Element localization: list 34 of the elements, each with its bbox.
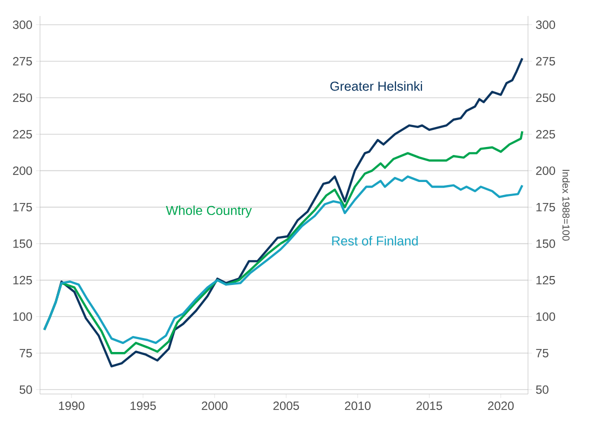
y-tick-label: 225 [13, 130, 32, 138]
y-tick-label: 250 [13, 93, 32, 102]
x-tick-label: 2015 [416, 402, 442, 410]
y2-tick-label: 125 [536, 276, 556, 284]
y2-tick-label: 100 [536, 312, 556, 321]
y-tick-label: 125 [13, 276, 32, 284]
y2-tick-label: 275 [536, 56, 556, 66]
y2-tick-label: 300 [536, 20, 556, 29]
y2-tick-label: 50 [536, 385, 548, 394]
y-tick-label: 100 [13, 312, 32, 321]
y-tick-label: 200 [13, 166, 32, 175]
x-tick-label: 2005 [273, 402, 299, 410]
x-tick-label: 2000 [202, 402, 228, 410]
line-series [43, 175, 524, 344]
x-tick-label: 1990 [59, 402, 84, 410]
y-tick-label: 150 [13, 239, 32, 248]
x-tick-label: 2020 [488, 402, 514, 410]
y2-tick-label: 75 [536, 348, 548, 358]
y2-tick-label: 250 [536, 93, 556, 102]
y-tick-label: 75 [20, 348, 32, 358]
text: Rest of Finland [332, 236, 418, 246]
y2-tick-label: 150 [536, 239, 556, 248]
text: Whole Country [166, 206, 252, 218]
y-tick-label: 300 [12, 20, 32, 29]
y2-tick-label: 225 [536, 130, 556, 138]
y2-axis-title: Index 1988=100 [562, 170, 570, 241]
y2-tick-label: 175 [536, 203, 556, 212]
x-tick-label: 1995 [130, 402, 156, 410]
x-tick-label: 2010 [344, 402, 371, 410]
text: Greater Helsinki [330, 81, 422, 91]
y-tick-label: 275 [13, 56, 32, 66]
y2-tick-label: 200 [536, 166, 556, 175]
y-tick-label: 50 [20, 385, 32, 394]
y-tick-label: 175 [13, 203, 32, 212]
